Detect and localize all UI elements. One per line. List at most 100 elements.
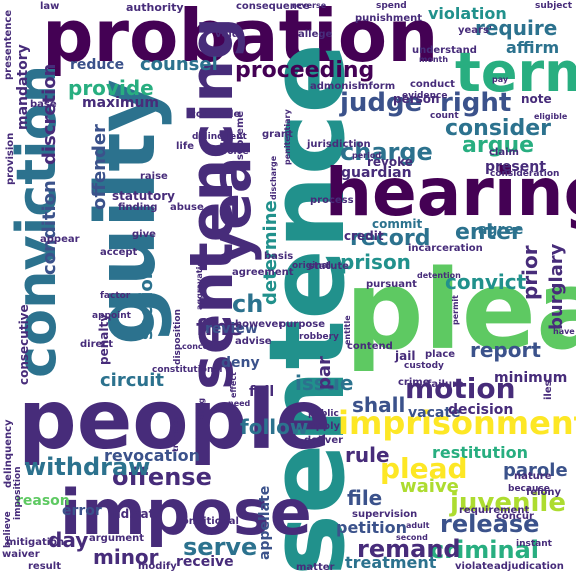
word-juvenile: juvenile	[450, 488, 566, 518]
word-waive: waive	[400, 476, 459, 497]
word-place: place	[425, 349, 456, 360]
word-aggravation: aggravation	[195, 255, 204, 310]
word-jurisdiction: jurisdiction	[307, 139, 371, 150]
word-error: error	[62, 503, 102, 519]
word-violation: violation	[428, 4, 507, 23]
word-evidence: evidence	[402, 91, 448, 101]
word-offense: offense	[112, 463, 212, 491]
word-revoke: revoke	[367, 155, 413, 169]
word-imprisonment: imprisonment	[338, 404, 576, 442]
word-subject: subject	[535, 1, 573, 11]
word-accept: accept	[100, 247, 138, 258]
word-consideration: consideration	[490, 169, 560, 179]
word-fail: fail	[249, 384, 275, 400]
word-period: period	[352, 151, 382, 160]
word-violate: violate	[455, 561, 494, 572]
word-supervision: supervision	[352, 509, 418, 520]
word-life: life	[176, 141, 194, 152]
word-effect: effect	[229, 372, 238, 398]
word-release: release	[440, 510, 540, 538]
word-minor: minor	[93, 545, 159, 569]
word-apply: apply	[309, 421, 341, 432]
word-minimum: minimum	[494, 370, 568, 386]
word-have: have	[553, 327, 575, 336]
word-felony: felony	[526, 487, 562, 498]
word-prior: prior	[518, 245, 542, 300]
word-because: because	[508, 484, 550, 494]
word-affirm: affirm	[506, 38, 560, 57]
word-file: file	[347, 486, 383, 510]
word-report: report	[470, 338, 541, 362]
word-reduce: reduce	[70, 57, 125, 73]
word-require: require	[475, 16, 558, 40]
word-presentence: presentence	[3, 9, 14, 80]
word-instant: instant	[516, 539, 552, 549]
word-adjudication: adjudication	[494, 561, 564, 572]
word-raise: raise	[140, 171, 168, 182]
word-receive: receive	[176, 554, 234, 570]
word-authority: authority	[126, 1, 184, 14]
word-petition: petition	[336, 518, 407, 537]
word-drug: drug	[197, 397, 206, 419]
word-crime: crime	[398, 377, 430, 388]
word-serve: serve	[183, 533, 258, 561]
word-argument: argument	[89, 533, 145, 544]
word-convict: convict	[445, 270, 527, 294]
word-restitution: restitution	[432, 443, 528, 462]
word-original: original	[292, 261, 331, 271]
word-decision: decision	[448, 402, 514, 418]
word-imposition: imposition	[13, 466, 23, 520]
word-inform: inform	[358, 81, 396, 92]
word-provision: provision	[5, 132, 16, 185]
word-shall: shall	[352, 393, 406, 417]
word-delinquency: delinquency	[3, 419, 14, 488]
word-argue: argue	[462, 133, 535, 158]
word-allege: allege	[298, 29, 333, 40]
word-plea: plea	[345, 246, 576, 374]
word-constitutional: constitutional	[152, 365, 223, 375]
word-count: count	[430, 111, 459, 121]
word-factor: factor	[100, 291, 131, 301]
word-iles: iles	[543, 380, 554, 400]
word-present: present	[485, 159, 546, 175]
word-matter: matter	[296, 562, 335, 573]
word-criminal: criminal	[430, 536, 540, 564]
word-deny: deny	[221, 355, 260, 371]
word-law: law	[40, 1, 60, 12]
word-plead: plead	[380, 452, 468, 485]
word-entitle: entitle	[343, 315, 352, 345]
word-mitigation: mitigation	[6, 537, 65, 548]
word-give: give	[132, 229, 156, 240]
word-grant: grant	[262, 129, 293, 140]
word-penitentiary: penitentiary	[283, 109, 292, 165]
word-permit: permit	[451, 295, 460, 325]
word-parole: parole	[503, 460, 568, 481]
word-abuse: abuse	[170, 202, 204, 213]
word-years: years'	[458, 25, 492, 36]
word-deliver: deliver	[304, 435, 344, 446]
word-ch: ch	[232, 290, 264, 318]
word-proceeding: proceeding	[235, 58, 375, 83]
word-mandatory: mandatory	[15, 44, 31, 130]
word-vacate: vacate	[408, 405, 461, 421]
word-understand: understand	[412, 45, 477, 56]
word-appoint: appoint	[92, 311, 131, 321]
word-day: day	[48, 528, 89, 552]
word-reason: reason	[16, 493, 70, 509]
word-however: however	[235, 319, 284, 330]
word-public: public	[308, 409, 339, 419]
word-waiver: waiver	[2, 549, 40, 560]
word-consequence: consequence	[236, 1, 310, 12]
word-judge: judge	[340, 88, 423, 118]
word-discharge: discharge	[269, 155, 278, 200]
word-concur: concur	[496, 511, 534, 522]
word-maximum: maximum	[82, 95, 160, 111]
word-condition: condition	[39, 180, 60, 275]
word-void: void	[215, 29, 239, 40]
word-note: note	[521, 92, 552, 106]
word-agreement: agreement	[232, 267, 294, 278]
word-need: need	[228, 399, 251, 408]
word-remand: remand	[357, 535, 461, 563]
word-punishment: punishment	[355, 13, 422, 24]
